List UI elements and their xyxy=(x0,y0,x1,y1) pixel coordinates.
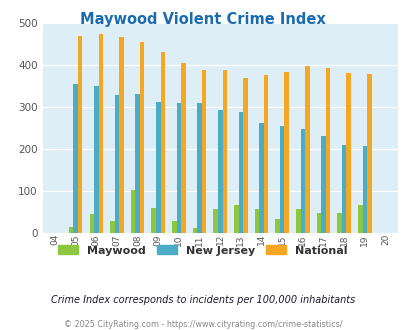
Bar xyxy=(94,86,98,233)
Bar xyxy=(222,71,226,233)
Bar xyxy=(234,205,238,233)
Bar xyxy=(201,71,206,233)
Bar xyxy=(192,228,197,233)
Bar xyxy=(305,66,309,233)
Bar xyxy=(217,110,222,233)
Bar xyxy=(73,84,78,233)
Bar xyxy=(337,213,341,233)
Bar xyxy=(263,75,268,233)
Bar xyxy=(320,136,325,233)
Bar xyxy=(345,73,350,233)
Bar xyxy=(115,95,119,233)
Bar xyxy=(254,209,259,233)
Bar xyxy=(135,94,140,233)
Bar xyxy=(366,74,371,233)
Bar xyxy=(78,36,82,233)
Bar xyxy=(172,221,176,233)
Bar xyxy=(316,213,320,233)
Bar xyxy=(156,102,160,233)
Bar xyxy=(362,146,366,233)
Bar xyxy=(325,68,330,233)
Bar xyxy=(295,209,300,233)
Bar xyxy=(197,103,201,233)
Bar xyxy=(130,190,135,233)
Bar xyxy=(176,103,181,233)
Text: Maywood Violent Crime Index: Maywood Violent Crime Index xyxy=(80,12,325,26)
Bar xyxy=(119,37,124,233)
Bar xyxy=(140,42,144,233)
Bar xyxy=(160,51,165,233)
Bar xyxy=(357,205,362,233)
Bar xyxy=(279,126,284,233)
Bar xyxy=(243,79,247,233)
Bar xyxy=(69,227,73,233)
Bar xyxy=(110,221,115,233)
Text: © 2025 CityRating.com - https://www.cityrating.com/crime-statistics/: © 2025 CityRating.com - https://www.city… xyxy=(64,319,341,329)
Bar xyxy=(300,129,305,233)
Bar xyxy=(89,214,94,233)
Bar xyxy=(259,123,263,233)
Bar xyxy=(284,72,288,233)
Bar xyxy=(238,112,243,233)
Bar xyxy=(181,63,185,233)
Bar xyxy=(275,219,279,233)
Bar xyxy=(151,208,156,233)
Legend: Maywood, New Jersey, National: Maywood, New Jersey, National xyxy=(54,241,351,260)
Text: Crime Index corresponds to incidents per 100,000 inhabitants: Crime Index corresponds to incidents per… xyxy=(51,295,354,305)
Bar xyxy=(341,145,345,233)
Bar xyxy=(213,209,217,233)
Bar xyxy=(98,34,103,233)
